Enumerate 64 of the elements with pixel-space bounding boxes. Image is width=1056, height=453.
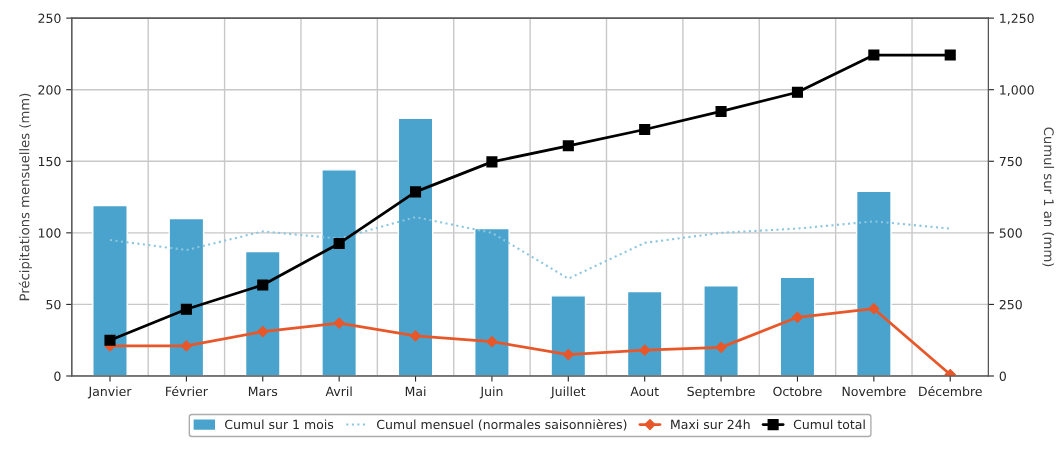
point	[333, 237, 345, 249]
point	[868, 303, 880, 315]
point	[715, 341, 727, 353]
point	[104, 334, 116, 346]
point	[715, 105, 727, 118]
bar	[779, 276, 816, 376]
y2-tick-label: 1,000	[1000, 85, 1034, 96]
point	[257, 279, 269, 291]
point	[791, 86, 804, 98]
y-tick-label: 150	[38, 156, 61, 167]
x-tick-label: Février	[166, 385, 208, 397]
y-tick-label: 200	[38, 85, 61, 95]
legend-label: Cumul sur 1 mois	[225, 419, 334, 430]
point	[791, 311, 804, 323]
y-tick-label: 50	[46, 299, 61, 310]
legend-label: Cumul mensuel (normales saisonnières)	[377, 418, 627, 431]
point	[486, 336, 498, 348]
x-tick-label: Mars	[248, 386, 278, 397]
point	[257, 326, 269, 338]
bar	[397, 117, 434, 376]
x-tick-label: Novembre	[842, 386, 906, 397]
x-tick-label: Avril	[325, 386, 352, 396]
y2-tick-label: 750	[999, 156, 1022, 167]
point	[562, 348, 574, 361]
point	[180, 340, 192, 352]
bar	[855, 190, 892, 376]
x-tick-label: Septembre	[687, 386, 755, 399]
x-tick-label: Octobre	[773, 386, 822, 397]
point	[409, 330, 422, 342]
x-tick-label: Décembre	[919, 385, 982, 397]
y-tick-label: 0	[54, 371, 61, 381]
x-tick-label: Juillet	[550, 386, 586, 399]
bar	[703, 285, 739, 376]
y-tick-label: 250	[38, 13, 61, 24]
point	[180, 303, 192, 315]
point	[868, 49, 880, 61]
y2-axis-title: Cumul sur 1 an (mm)	[1042, 127, 1055, 267]
y2-tick-label: 1,250	[1000, 13, 1034, 25]
y-tick-label: 100	[38, 228, 61, 238]
point	[639, 344, 651, 356]
point	[562, 140, 574, 152]
point	[333, 317, 345, 329]
bar	[474, 227, 510, 376]
bar	[92, 204, 128, 376]
line-series	[108, 216, 952, 280]
x-tick-label: Aout	[630, 386, 659, 397]
y2-tick-label: 500	[999, 228, 1022, 238]
x-tick-label: Janvier	[87, 386, 132, 399]
point	[944, 49, 956, 61]
bar	[626, 290, 663, 376]
point	[639, 123, 651, 136]
point	[409, 186, 422, 198]
bar	[321, 169, 358, 376]
x-tick-label: Juin	[479, 386, 503, 399]
y2-tick-label: 250	[999, 299, 1022, 310]
x-tick-label: Mai	[405, 386, 426, 397]
bar	[244, 250, 281, 376]
bar	[550, 295, 587, 376]
point	[486, 156, 498, 168]
y-axis-title: Précipitations mensuelles (mm)	[18, 93, 32, 301]
legend-label: Maxi sur 24h	[671, 419, 750, 430]
bar	[168, 217, 205, 376]
legend-label: Cumul total	[793, 419, 865, 430]
y2-tick-label: 0	[999, 371, 1006, 381]
